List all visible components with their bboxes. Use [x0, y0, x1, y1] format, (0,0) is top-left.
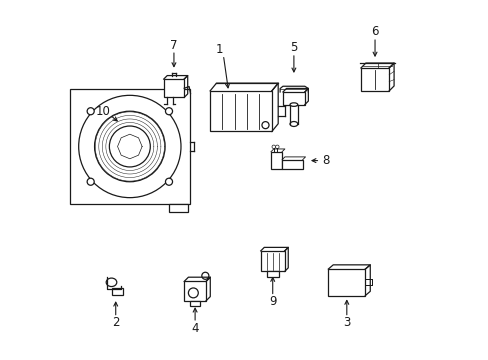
Circle shape	[275, 145, 279, 149]
Bar	[190, 301, 200, 306]
Bar	[112, 288, 122, 294]
Bar	[70, 89, 189, 204]
Bar	[184, 282, 205, 301]
Circle shape	[87, 178, 94, 185]
Circle shape	[79, 95, 181, 198]
Bar	[283, 92, 304, 105]
Text: 10: 10	[96, 105, 111, 118]
Bar	[266, 271, 278, 277]
Circle shape	[262, 122, 268, 129]
Circle shape	[87, 108, 94, 115]
Text: 1: 1	[216, 43, 223, 56]
Circle shape	[271, 145, 275, 149]
Circle shape	[94, 111, 165, 182]
Bar	[360, 68, 388, 91]
Circle shape	[165, 178, 172, 185]
Bar	[282, 160, 302, 170]
Bar	[210, 91, 271, 131]
Bar	[327, 269, 365, 296]
Text: 3: 3	[343, 316, 350, 329]
Ellipse shape	[106, 278, 117, 287]
Text: 4: 4	[191, 322, 199, 335]
Circle shape	[202, 272, 208, 279]
Circle shape	[109, 126, 150, 167]
Ellipse shape	[289, 122, 297, 126]
Ellipse shape	[289, 103, 297, 106]
Text: 7: 7	[170, 40, 177, 53]
Text: 8: 8	[321, 154, 328, 167]
Bar	[270, 152, 282, 170]
Text: 6: 6	[370, 25, 378, 38]
Text: 9: 9	[268, 295, 276, 308]
Text: 2: 2	[112, 316, 119, 329]
Circle shape	[188, 288, 198, 298]
Bar	[168, 204, 188, 212]
Bar	[260, 251, 284, 271]
Text: 5: 5	[289, 41, 297, 54]
Bar	[163, 79, 184, 98]
Circle shape	[165, 108, 172, 115]
